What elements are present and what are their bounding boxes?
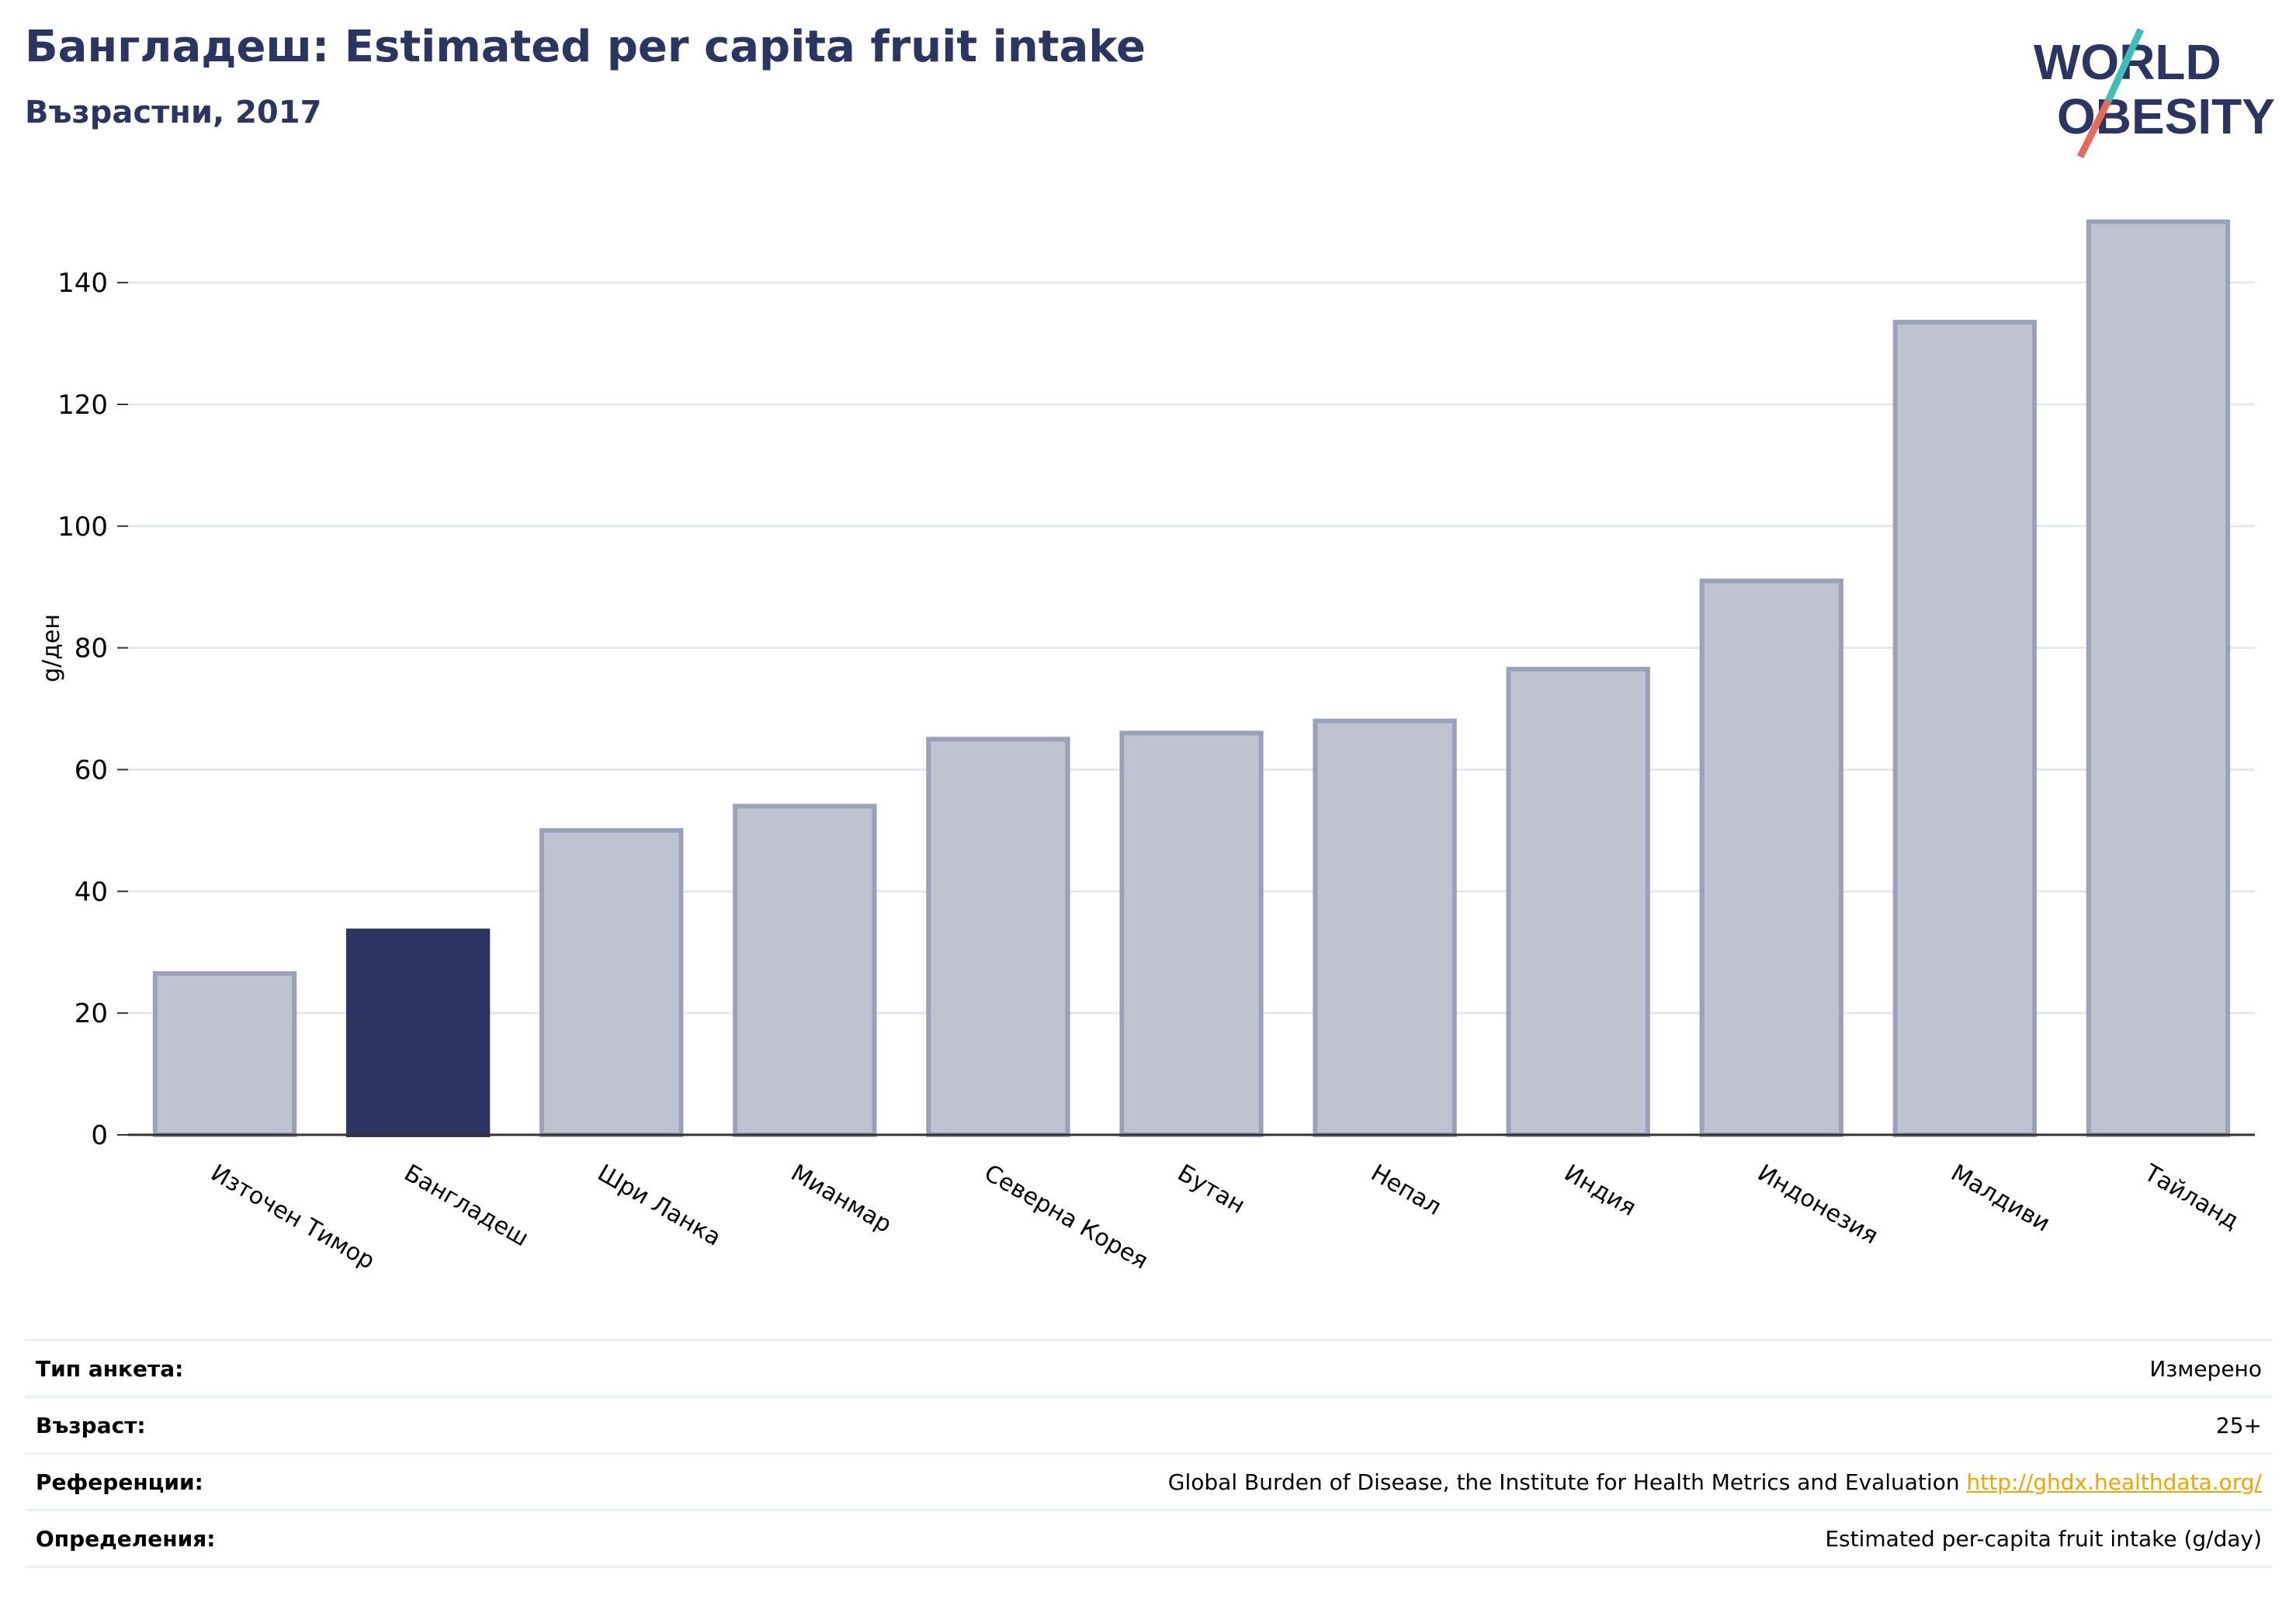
info-table: Тип анкета: Измерено Възраст: 25+ Рефере… (25, 1339, 2273, 1568)
info-value-wrapper: Global Burden of Disease, the Institute … (1168, 1469, 2273, 1495)
bar-7 (1313, 718, 1457, 1137)
y-tick-label: 40 (75, 876, 108, 907)
x-tick-label: Шри Ланка (593, 1160, 726, 1252)
y-tick-label: 60 (75, 754, 108, 786)
chart-subtitle: Възрастни, 2017 (25, 95, 322, 130)
info-row-references: Референции: Global Burden of Disease, th… (25, 1452, 2273, 1509)
bar-3 (539, 827, 684, 1138)
info-label: Тип анкета: (36, 1355, 184, 1382)
y-axis-label: g/ден (38, 614, 65, 682)
bar-10 (1892, 320, 2038, 1137)
info-label: Определения: (36, 1525, 216, 1552)
bar-2 (345, 928, 491, 1137)
info-label: Възраст: (36, 1412, 146, 1438)
x-tick-label: Малдиви (1946, 1160, 2054, 1238)
x-tick-label: Бангладеш (400, 1160, 533, 1253)
reference-text: Global Burden of Disease, the Institute … (1167, 1469, 1960, 1495)
info-value: 25+ (2215, 1412, 2262, 1438)
bar-6 (1119, 730, 1264, 1137)
bar-4 (733, 803, 877, 1138)
y-tick-label: 20 (75, 998, 108, 1029)
info-row-age: Възраст: 25+ (25, 1396, 2273, 1452)
bars (152, 219, 2231, 1138)
bar-11 (2086, 219, 2231, 1137)
info-value: Estimated per-capita fruit intake (g/day… (1825, 1525, 2262, 1552)
y-tick-label: 120 (57, 390, 108, 421)
x-tick-label: Непал (1366, 1160, 1446, 1221)
bar-1 (152, 971, 297, 1137)
bar-8 (1506, 667, 1650, 1137)
x-tick-label: Източен Тимор (206, 1160, 380, 1275)
x-tick-label: Индия (1559, 1160, 1640, 1222)
chart-title: Бангладеш: Estimated per capita fruit in… (25, 22, 1146, 72)
x-tick-label: Бутан (1173, 1160, 1250, 1219)
y-tick-label: 0 (91, 1120, 108, 1151)
y-tick-label: 80 (75, 633, 108, 664)
info-row-survey-type: Тип анкета: Измерено (25, 1339, 2273, 1396)
x-tick-label: Северна Корея (980, 1160, 1153, 1275)
bar-5 (926, 737, 1070, 1138)
y-tick-label: 100 (57, 512, 108, 543)
x-tick-label: Тайланд (2139, 1159, 2244, 1235)
x-tick-label: Индонезия (1753, 1160, 1882, 1250)
x-tick-label: Мианмар (786, 1160, 897, 1239)
bar-9 (1699, 578, 1843, 1137)
reference-link[interactable]: http://ghdx.healthdata.org/ (1966, 1469, 2262, 1495)
info-value: Измерено (2149, 1355, 2262, 1382)
y-tick-label: 140 (57, 268, 108, 299)
bar-chart: 0 20 40 60 80 100 120 140 Източен Тимор Бангладеш… (38, 219, 2255, 1275)
info-label: Референции: (36, 1469, 203, 1495)
world-obesity-logo: WORLD OBESITY (2034, 28, 2275, 159)
info-row-definitions: Определения: Estimated per-capita fruit … (25, 1509, 2273, 1568)
